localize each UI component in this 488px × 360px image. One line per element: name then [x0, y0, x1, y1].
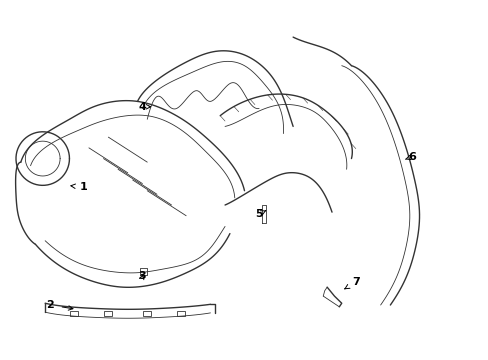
- Bar: [70, 311, 78, 316]
- Bar: [143, 311, 151, 316]
- Text: 4: 4: [138, 102, 150, 112]
- Text: 3: 3: [138, 271, 146, 282]
- Text: 6: 6: [405, 152, 415, 162]
- Text: 2: 2: [46, 300, 73, 310]
- Bar: [177, 311, 185, 316]
- Text: 7: 7: [344, 277, 360, 289]
- Bar: [104, 311, 112, 316]
- Text: 1: 1: [71, 182, 88, 192]
- Text: 5: 5: [255, 209, 265, 219]
